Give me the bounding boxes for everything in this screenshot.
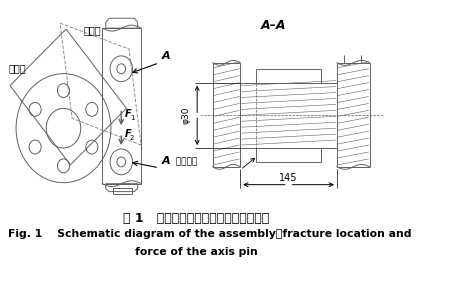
Text: φ30: φ30 bbox=[181, 107, 190, 124]
Text: 2: 2 bbox=[129, 135, 134, 141]
Text: F: F bbox=[124, 129, 131, 139]
Text: 1: 1 bbox=[129, 115, 134, 121]
Text: A: A bbox=[161, 51, 170, 61]
Text: 分位置: 分位置 bbox=[83, 25, 101, 35]
Text: 断裂位置: 断裂位置 bbox=[170, 157, 197, 166]
Text: F: F bbox=[124, 109, 131, 119]
Text: 图 1   轴销装配、断裂位置与受力示意图: 图 1 轴销装配、断裂位置与受力示意图 bbox=[123, 212, 269, 225]
Text: force of the axis pin: force of the axis pin bbox=[135, 247, 257, 257]
Text: A–A: A–A bbox=[261, 19, 286, 32]
Text: Fig. 1    Schematic diagram of the assembly，fracture location and: Fig. 1 Schematic diagram of the assembly… bbox=[8, 229, 411, 239]
Text: 合位置: 合位置 bbox=[8, 63, 26, 73]
Text: A: A bbox=[161, 156, 170, 166]
Bar bbox=[112, 188, 131, 194]
Text: 145: 145 bbox=[279, 173, 297, 183]
